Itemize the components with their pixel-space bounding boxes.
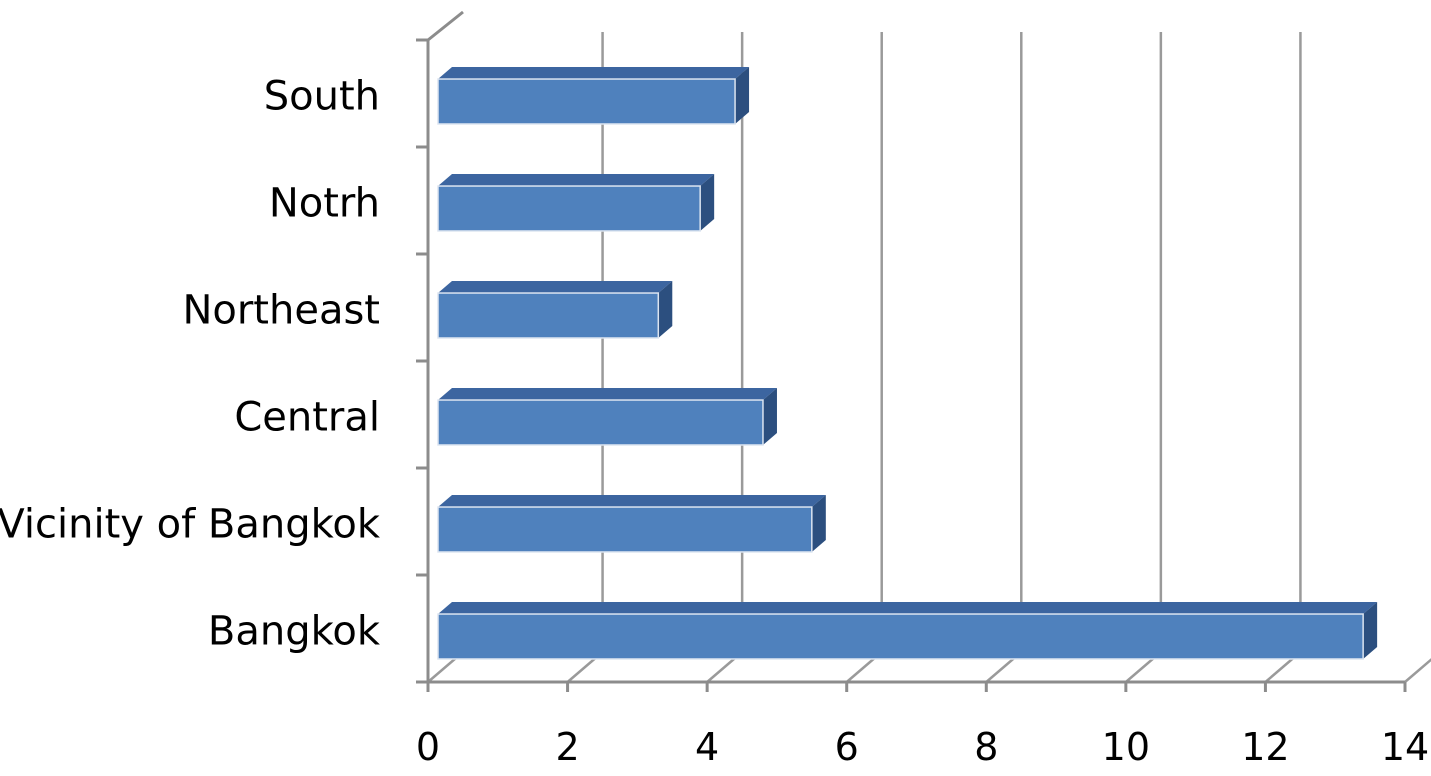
x-tick-label: 4 xyxy=(695,725,719,769)
bar-front-face xyxy=(437,613,1364,660)
bar-top-face xyxy=(438,67,750,80)
category-label: South xyxy=(264,74,380,120)
bar-front-face xyxy=(437,399,764,446)
axis-layer xyxy=(416,10,1407,692)
bar-top-face xyxy=(438,174,715,187)
x-tick-label: 12 xyxy=(1241,725,1289,769)
bar xyxy=(437,388,777,446)
bar-side-face xyxy=(658,281,673,338)
bar-front-face xyxy=(437,78,736,125)
bar-top-face xyxy=(438,495,826,508)
bar-top-face xyxy=(438,281,673,294)
category-label: Central xyxy=(234,395,380,441)
x-tick-label: 10 xyxy=(1102,725,1150,769)
bar-front-face xyxy=(437,292,660,339)
bar-layer xyxy=(437,67,1378,660)
bar-side-face xyxy=(762,388,777,445)
bar-side-face xyxy=(735,67,750,124)
x-tick-label: 14 xyxy=(1381,725,1429,769)
grid-layer xyxy=(427,32,1431,683)
x-tick-label: 6 xyxy=(835,725,859,769)
bar-front-face xyxy=(437,506,813,553)
label-layer: 0 2 4 6 8 10 12 14 South Notrh Northeast Central Vi… xyxy=(0,74,1429,770)
bar xyxy=(437,67,750,125)
bar xyxy=(437,495,826,553)
category-label: Vicinity of Bangkok xyxy=(0,502,381,548)
bar xyxy=(437,174,715,232)
bar xyxy=(437,602,1378,660)
bar-top-face xyxy=(438,388,777,401)
category-label: Bangkok xyxy=(208,609,381,655)
y-axis-depth xyxy=(427,10,464,42)
x-tick-label: 2 xyxy=(555,725,579,769)
bar-side-face xyxy=(1363,602,1378,659)
bar-side-face xyxy=(700,174,715,231)
bar-top-face xyxy=(438,602,1378,615)
bar xyxy=(437,281,673,339)
category-label: Notrh xyxy=(269,181,380,227)
bar-front-face xyxy=(437,185,701,232)
x-tick-label: 0 xyxy=(416,725,440,769)
bar-side-face xyxy=(811,495,826,552)
floor-gridline xyxy=(1404,658,1431,683)
x-tick-label: 8 xyxy=(974,725,998,769)
category-label: Northeast xyxy=(182,288,380,334)
